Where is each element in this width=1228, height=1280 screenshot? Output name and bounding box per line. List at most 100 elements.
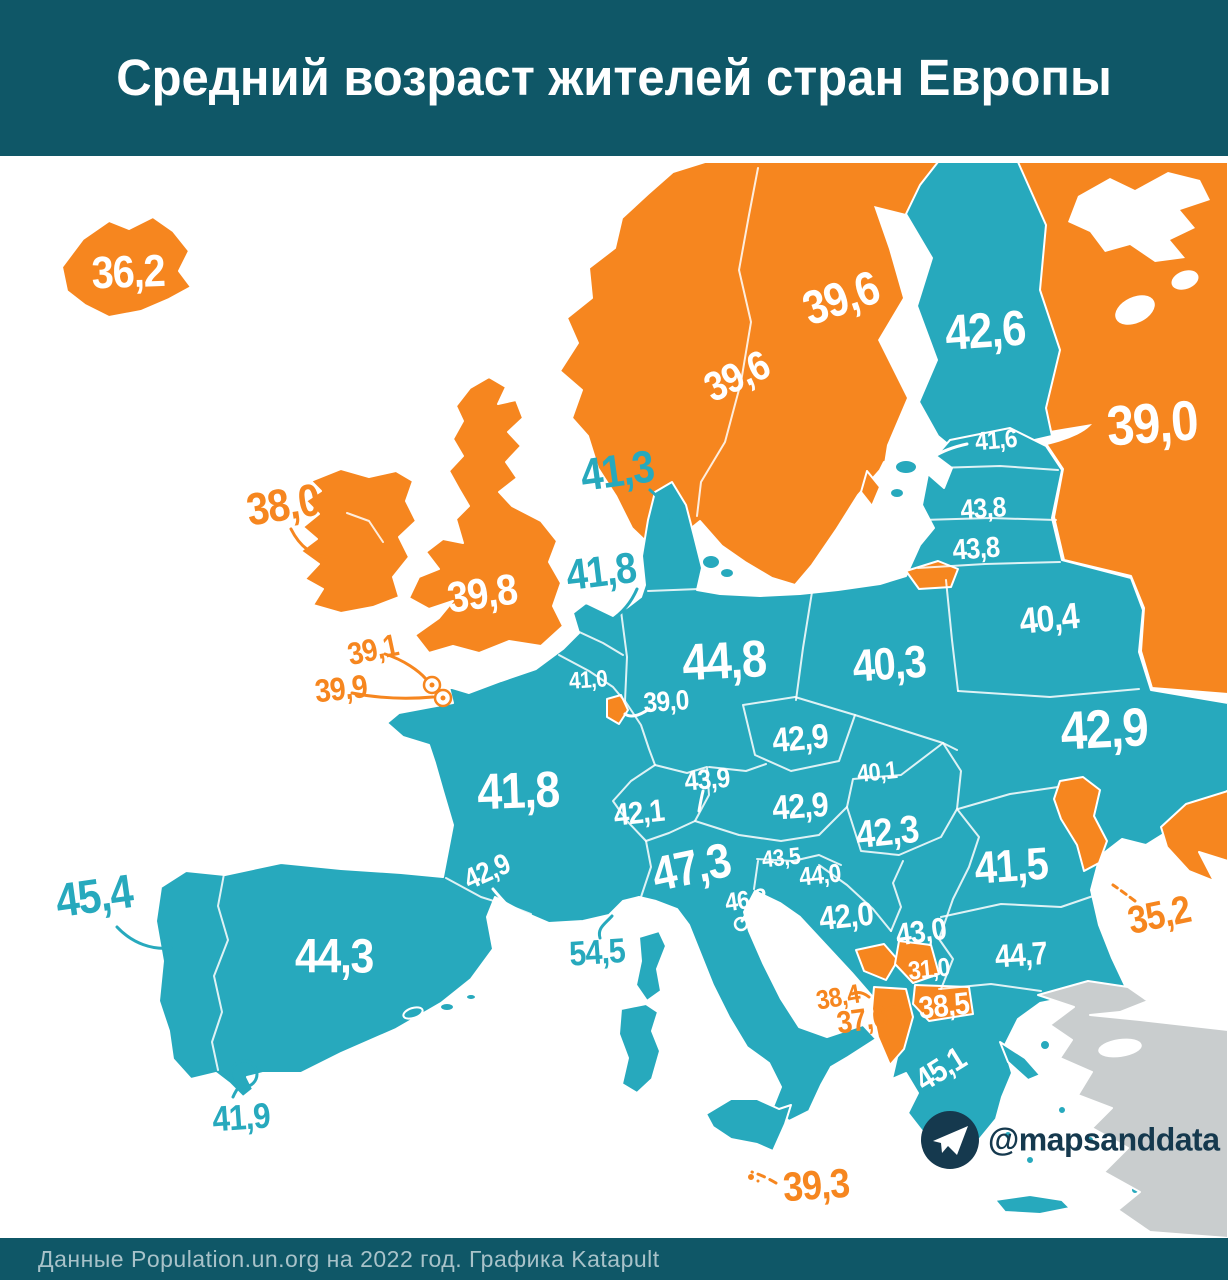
- callout-luxembourg: [623, 707, 651, 718]
- island-funen: [719, 567, 735, 579]
- border-belgium-netherlands: [574, 629, 624, 656]
- country-shape-kosovo: [894, 940, 940, 984]
- border-slovenia-italy: [753, 860, 759, 890]
- lake-ladoga: [1115, 295, 1155, 325]
- greek-island: [1003, 1130, 1013, 1140]
- footer-bar: Данные Population.un.org на 2022 год. Гр…: [0, 1238, 1228, 1280]
- border-norway-sweden: [696, 167, 759, 517]
- country-shape-scandinavia-russia: [559, 161, 1228, 695]
- callout-guernsey: [383, 652, 428, 681]
- border-germany-poland: [795, 591, 813, 701]
- callout-montenegro: [850, 991, 871, 999]
- border-serbia-east: [938, 808, 980, 940]
- island-zealand: [701, 554, 721, 570]
- border-lithuania-south: [917, 561, 1061, 569]
- greek-island: [1039, 1039, 1051, 1051]
- telegram-icon: [933, 1126, 968, 1155]
- border-romania-bulgaria: [940, 893, 1100, 918]
- border-france-germany: [624, 700, 656, 766]
- no-data-countries: [1037, 980, 1228, 1239]
- country-shape-moldova: [1053, 776, 1108, 872]
- country-shape-malta-gozo: [754, 1177, 762, 1185]
- callout-malta: [750, 1170, 778, 1185]
- island-corsica: [635, 930, 667, 1002]
- greek-island: [1057, 1105, 1067, 1115]
- island-sardinia: [618, 1003, 661, 1094]
- marker-jersey-dot: [440, 695, 446, 701]
- country-shape-malta: [746, 1172, 756, 1182]
- mainland-europe: [155, 427, 1228, 1154]
- lake-onega: [1171, 270, 1199, 290]
- telegram-handle[interactable]: @mapsanddata: [988, 1121, 1220, 1158]
- border-romania-ukraine: [957, 786, 1059, 810]
- callout-gibraltar: [231, 1079, 245, 1099]
- region-shape-crimea: [1160, 790, 1228, 882]
- border-austria-south: [694, 806, 848, 842]
- country-shape-iceland: [61, 216, 192, 318]
- border-ireland-ni: [346, 512, 384, 543]
- island-saaremaa: [894, 459, 918, 475]
- border-france-belgium: [558, 654, 624, 700]
- border-spain-france: [445, 877, 532, 915]
- callout-moldova: [1111, 883, 1137, 903]
- country-shape-united-kingdom: [408, 376, 564, 654]
- border-bulgaria-serbia: [938, 938, 954, 990]
- border-bulgaria-south: [938, 983, 1042, 992]
- border-belarus-ukraine: [957, 688, 1140, 698]
- border-latvia-lithuania: [921, 517, 1057, 521]
- telegram-badge[interactable]: [921, 1111, 979, 1169]
- border-slovakia-ukraine: [942, 742, 958, 751]
- border-hungary: [846, 742, 962, 856]
- marker-gibraltar: [229, 1059, 259, 1089]
- callout-estonia: [931, 442, 969, 459]
- callout-ireland: [289, 527, 329, 559]
- marker-guernsey-dot: [429, 682, 435, 688]
- orange-countries: [61, 216, 1228, 1185]
- border-germany-austria: [708, 763, 767, 772]
- island-sicily: [705, 1098, 792, 1152]
- callout-netherlands: [608, 587, 639, 623]
- country-group-north-orange: [559, 161, 1228, 695]
- callout-denmark: [648, 488, 673, 521]
- border-portugal-spain: [211, 873, 229, 1071]
- callout-portugal: [115, 925, 173, 950]
- border-poland-slovakia: [854, 714, 944, 744]
- island-crete: [994, 1194, 1071, 1215]
- callout-albania: [881, 1005, 904, 1014]
- border-france-italy: [640, 840, 652, 898]
- island-euboea: [999, 1041, 1041, 1081]
- border-czechia: [742, 696, 856, 772]
- country-shape-ireland: [300, 468, 417, 614]
- country-shape-turkey: [1037, 980, 1228, 1239]
- country-shape-montenegro: [855, 943, 899, 981]
- island-menorca: [439, 1002, 455, 1012]
- country-shape-albania: [871, 986, 914, 1066]
- island-ibiza: [465, 993, 477, 1001]
- callout-monaco: [597, 914, 614, 940]
- border-denmark-germany: [647, 588, 700, 592]
- page-title: Средний возраст жителей стран Европы: [116, 49, 1112, 107]
- country-shape-luxembourg: [606, 694, 629, 725]
- teal-islands: [402, 459, 1161, 1215]
- marker-san-marino: [733, 916, 749, 932]
- callout-andorra: [491, 887, 516, 914]
- sea-of-marmara: [1098, 1038, 1142, 1058]
- callout-liechtenstein: [697, 789, 705, 813]
- callout-lines: [115, 442, 1137, 1185]
- greek-island: [1025, 1155, 1035, 1165]
- island-hiiumaa: [889, 487, 905, 499]
- border-estonia-latvia: [935, 465, 1059, 471]
- border-poland-east: [945, 579, 959, 692]
- island-mallorca: [402, 1006, 424, 1020]
- country-shape-finland: [905, 161, 1061, 451]
- border-bosnia-serbia: [890, 860, 904, 932]
- data-source-credit: Данные Population.un.org на 2022 год. Гр…: [38, 1245, 660, 1272]
- border-benelux-germany: [620, 610, 628, 702]
- greek-island: [1085, 1135, 1095, 1145]
- border-slovenia-croatia: [756, 854, 842, 866]
- callout-san-marino: [740, 909, 751, 923]
- callout-jersey: [350, 691, 435, 700]
- island-gotland: [860, 470, 881, 507]
